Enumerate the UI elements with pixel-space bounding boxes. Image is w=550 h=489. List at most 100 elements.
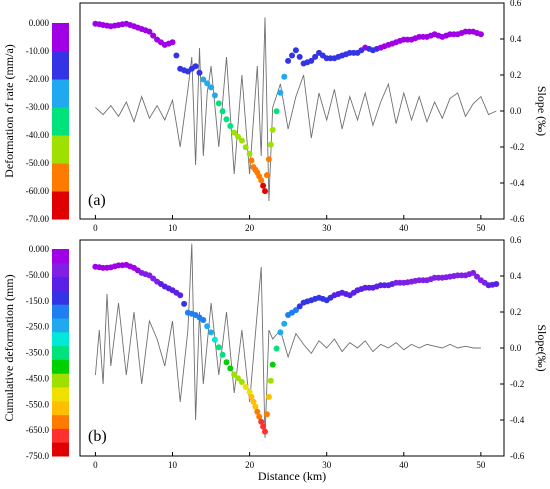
x-axis-label: Distance (km) — [258, 469, 326, 483]
colorbar-segment — [52, 331, 69, 347]
deformation-point — [231, 371, 238, 378]
x-tick-label: 20 — [245, 223, 255, 233]
colorbar-a — [52, 23, 69, 220]
x-tick-label: 40 — [399, 223, 409, 233]
deformation-point — [267, 377, 274, 384]
y2-axis-label-b: Slope(‰) — [535, 324, 549, 371]
colorbar-b — [52, 249, 69, 457]
colorbar-segment — [52, 359, 69, 374]
deformation-point — [235, 133, 241, 140]
deformation-point — [181, 300, 188, 307]
deformation-point — [474, 273, 480, 280]
deformation-point — [192, 63, 199, 70]
deformation-point — [258, 177, 265, 184]
slope-series-line — [95, 17, 497, 202]
deformation-point — [235, 375, 241, 382]
deformation-point — [477, 31, 484, 38]
deformation-point — [169, 39, 176, 46]
deformation-point — [204, 323, 211, 330]
y2-tick-label: 0.4 — [510, 271, 522, 281]
deformation-point — [269, 361, 276, 368]
y-tick-label: -70.00 — [26, 214, 50, 224]
x-axis-ticks-b: 0 10 20 30 40 50 — [93, 452, 486, 470]
y2-tick-label: 0.2 — [510, 70, 521, 80]
deformation-point — [254, 408, 261, 415]
deformation-point — [146, 28, 153, 35]
deformation-point — [223, 116, 230, 123]
deformation-point — [273, 345, 280, 352]
y-axis-label-b: Cumulative deformation (mm) — [2, 274, 16, 421]
deformation-point — [219, 351, 226, 358]
deformation-point — [208, 329, 215, 336]
x-tick-label: 0 — [93, 223, 98, 233]
deformation-point — [238, 379, 245, 385]
y-tick-label: -40.00 — [26, 130, 50, 140]
x-tick-label: 50 — [476, 223, 486, 233]
deformation-point — [242, 144, 249, 151]
deformation-point — [265, 156, 272, 163]
y-tick-label: -750.0 — [26, 451, 50, 461]
deformation-point — [265, 393, 272, 400]
colorbar-segment — [52, 163, 69, 192]
y-tick-label: -60.00 — [26, 186, 50, 196]
y-tick-label: -10.00 — [26, 46, 50, 56]
deformation-point — [470, 269, 477, 276]
deformation-point — [262, 188, 268, 195]
deformation-point — [211, 92, 218, 99]
deformation-point — [267, 141, 274, 148]
deformation-point — [281, 73, 288, 80]
colorbar-segment — [52, 428, 69, 443]
deformation-point — [258, 418, 265, 425]
colorbar-segment — [52, 345, 69, 360]
deformation-point — [292, 307, 299, 314]
y2-tick-label: -0.6 — [510, 214, 525, 224]
y2-tick-label: -0.4 — [510, 178, 525, 188]
y2-tick-label: -0.2 — [510, 142, 524, 152]
colorbar-segment — [52, 191, 69, 220]
y-tick-label: -50.00 — [26, 158, 50, 168]
y-tick-label: -250.0 — [26, 322, 50, 332]
deformation-point — [227, 123, 234, 129]
y-tick-label: -150.0 — [26, 296, 50, 306]
deformation-point — [250, 398, 257, 405]
x-tick-label: 20 — [245, 460, 255, 470]
deformation-point — [285, 57, 292, 64]
deformation-point — [308, 57, 315, 64]
deformation-point — [260, 182, 267, 189]
deformation-point — [246, 388, 253, 395]
colorbar-segment — [52, 387, 69, 402]
x-tick-label: 30 — [322, 460, 332, 470]
panel-label-a: (a) — [88, 192, 106, 209]
deformation-point — [277, 89, 284, 96]
deformation-point — [223, 359, 230, 366]
deformation-point — [227, 365, 234, 372]
deformation-point — [248, 157, 255, 164]
colorbar-segment — [52, 276, 69, 291]
deformation-point — [208, 84, 215, 91]
x-tick-label: 10 — [168, 460, 178, 470]
deformation-point — [238, 137, 245, 144]
x-tick-label: 40 — [399, 460, 409, 470]
colorbar-segment — [52, 79, 69, 108]
x-tick-label: 30 — [322, 223, 332, 233]
y2-tick-label: 0.6 — [510, 0, 522, 8]
deformation-point — [273, 108, 280, 115]
deformation-point — [242, 384, 249, 390]
colorbar-segment — [52, 135, 69, 164]
deformation-point — [150, 32, 157, 39]
deformation-point — [296, 53, 303, 60]
x-tick-label: 10 — [168, 223, 178, 233]
y-axis-label-a: Deformation of rate (mm/a) — [2, 44, 16, 178]
y2-tick-label: 0.0 — [510, 106, 522, 116]
deformation-point — [493, 281, 500, 287]
y-tick-label: -650.0 — [26, 425, 50, 435]
deformation-point — [215, 100, 222, 107]
colorbar-segment — [52, 23, 69, 52]
y-tick-label: -30.00 — [26, 102, 50, 112]
deformation-point — [246, 150, 253, 157]
colorbar-segment — [52, 414, 69, 429]
deformation-point — [269, 126, 276, 133]
y-tick-label: 0.000 — [29, 244, 50, 254]
deformation-point — [200, 76, 207, 83]
deformation-point — [260, 423, 267, 430]
